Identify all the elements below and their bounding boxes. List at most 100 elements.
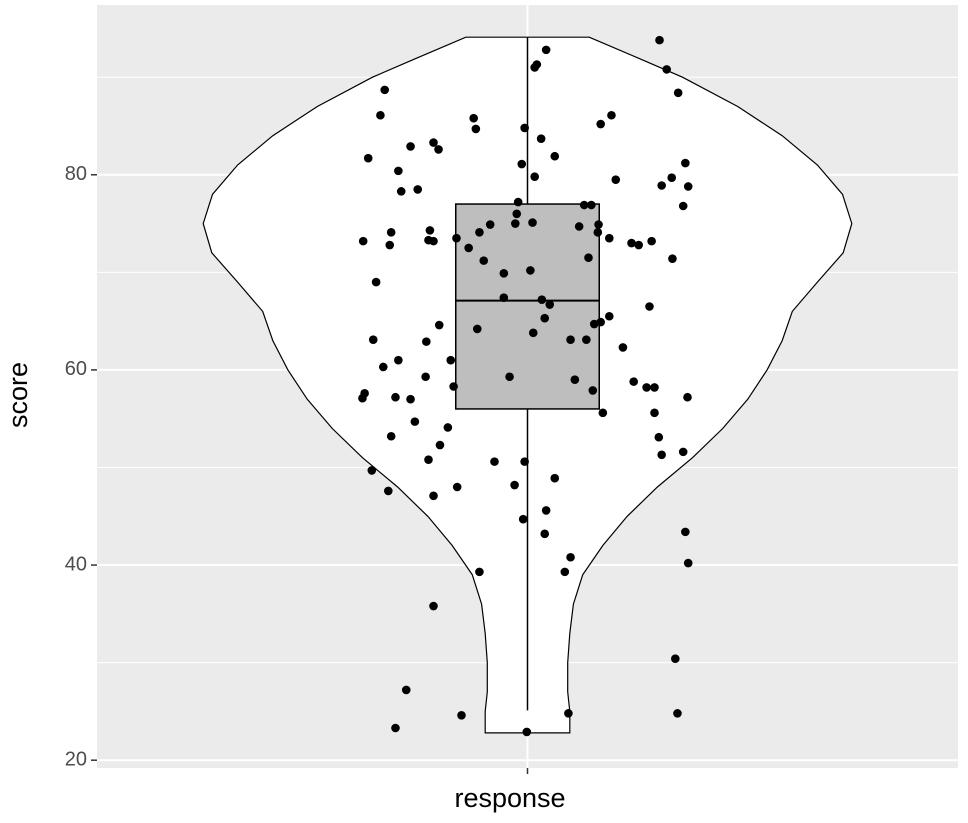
data-point	[457, 711, 466, 720]
data-point	[367, 466, 377, 475]
data-point	[512, 209, 522, 219]
data-point	[536, 134, 546, 143]
x-axis-title: response	[454, 783, 565, 813]
data-point	[662, 65, 671, 74]
data-point	[424, 455, 433, 464]
data-point	[511, 219, 520, 228]
data-point	[607, 110, 616, 120]
box	[455, 203, 600, 410]
data-point	[446, 355, 456, 365]
data-point	[429, 601, 438, 611]
y-tick-label: 20	[65, 748, 87, 770]
data-point	[634, 240, 644, 250]
data-point	[545, 300, 555, 309]
data-point	[499, 269, 509, 278]
data-point	[425, 226, 435, 235]
data-point	[681, 527, 690, 537]
data-point	[452, 482, 462, 492]
data-point	[391, 723, 400, 733]
data-point	[627, 238, 636, 248]
data-point	[471, 124, 481, 134]
data-point	[380, 85, 390, 95]
data-point	[589, 319, 599, 329]
y-tick-label: 80	[65, 163, 87, 185]
data-point	[657, 450, 666, 460]
data-point	[683, 558, 693, 568]
data-point	[363, 153, 373, 163]
data-point	[681, 158, 690, 168]
data-point	[594, 220, 603, 229]
data-point	[505, 372, 514, 382]
data-point	[526, 266, 535, 275]
data-point	[618, 343, 628, 352]
y-tick-label: 60	[65, 358, 87, 380]
data-point	[540, 313, 550, 323]
data-point	[429, 491, 438, 501]
data-point	[518, 514, 528, 524]
data-point	[472, 324, 482, 334]
data-point	[566, 552, 575, 562]
data-point	[596, 119, 605, 129]
data-point	[396, 187, 406, 196]
plot-layer	[97, 5, 958, 768]
data-point	[520, 457, 529, 466]
data-point	[683, 392, 692, 402]
data-point	[401, 685, 411, 695]
data-point	[469, 113, 478, 123]
data-point	[650, 383, 659, 392]
data-point	[517, 159, 527, 169]
data-point	[421, 372, 430, 382]
data-point	[386, 431, 396, 441]
data-point	[475, 567, 484, 577]
data-point	[394, 166, 403, 176]
data-point	[520, 123, 529, 133]
data-point	[385, 240, 395, 250]
data-point	[485, 220, 495, 229]
data-point	[434, 320, 444, 330]
data-point	[378, 362, 388, 372]
y-tick-label: 40	[65, 553, 87, 575]
data-point	[673, 709, 682, 718]
data-point	[582, 335, 591, 344]
data-point	[598, 408, 608, 418]
data-point	[475, 228, 484, 237]
data-point	[513, 197, 523, 207]
data-point	[413, 185, 423, 194]
data-point	[464, 243, 473, 253]
data-point	[499, 293, 509, 303]
data-point	[574, 222, 584, 231]
data-point	[645, 302, 654, 311]
data-point	[541, 45, 551, 55]
data-point	[673, 88, 683, 98]
data-point	[671, 654, 680, 664]
data-point	[528, 218, 537, 227]
data-point	[541, 506, 551, 515]
data-point	[604, 311, 614, 321]
data-point	[422, 337, 431, 346]
data-point	[566, 335, 575, 344]
data-point	[429, 236, 438, 246]
data-point	[530, 63, 539, 72]
data-point	[528, 328, 538, 338]
data-point	[406, 394, 415, 404]
data-point	[479, 256, 489, 265]
data-point	[611, 175, 621, 184]
data-point	[522, 727, 532, 737]
data-point	[667, 173, 677, 182]
data-point	[570, 375, 580, 384]
data-point	[668, 254, 677, 263]
data-point	[587, 200, 596, 210]
data-point	[394, 355, 403, 365]
data-point	[410, 417, 420, 426]
data-point	[368, 335, 378, 344]
data-point	[510, 480, 519, 490]
data-point	[678, 447, 688, 457]
data-point	[435, 440, 445, 450]
data-point	[449, 382, 458, 391]
data-point	[490, 457, 499, 466]
data-point	[406, 142, 415, 151]
data-point	[647, 236, 656, 246]
data-point	[550, 473, 560, 483]
data-point	[540, 529, 550, 539]
